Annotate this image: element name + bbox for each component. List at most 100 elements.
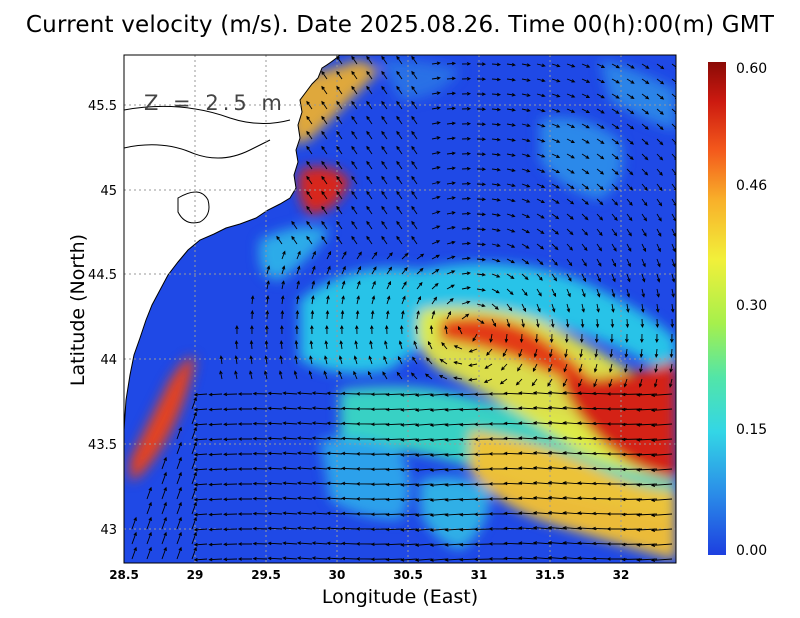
current-arrow (191, 546, 197, 560)
current-arrow (532, 363, 538, 373)
current-arrow (549, 348, 553, 358)
current-arrow (296, 265, 301, 275)
current-arrow (491, 122, 502, 127)
current-arrow (351, 190, 358, 200)
current-arrow (461, 121, 472, 126)
current-arrow (476, 197, 487, 202)
current-arrow (411, 220, 418, 230)
current-arrow (355, 452, 373, 456)
current-arrow (296, 250, 301, 260)
current-arrow (370, 542, 388, 547)
current-arrow (536, 168, 546, 173)
current-arrow (536, 183, 546, 188)
current-arrow (296, 406, 313, 410)
current-arrow (565, 318, 570, 328)
current-arrow (414, 408, 433, 412)
current-arrow (609, 348, 614, 358)
current-arrow (626, 213, 633, 222)
current-arrow (549, 333, 554, 344)
y-tick-label: 44.5 (88, 268, 117, 283)
current-arrow (431, 254, 441, 260)
current-arrow (503, 541, 523, 546)
current-arrow (323, 370, 328, 380)
colorbar-tick-label: 0.00 (736, 543, 767, 559)
current-arrow (411, 115, 418, 125)
current-arrow (161, 456, 167, 470)
current-arrow (341, 511, 358, 516)
current-arrow (381, 235, 388, 245)
current-arrow (234, 339, 239, 350)
current-arrow (193, 497, 208, 502)
current-arrow (503, 421, 523, 426)
current-arrow (414, 558, 433, 562)
current-arrow (521, 153, 531, 158)
current-arrow (566, 108, 576, 113)
current-arrow (340, 309, 345, 320)
current-arrow (654, 363, 658, 373)
current-arrow (506, 273, 515, 279)
current-arrow (341, 556, 358, 561)
current-arrow (547, 435, 568, 440)
current-arrow (641, 93, 650, 100)
current-arrow (400, 528, 418, 532)
current-arrow (267, 406, 283, 411)
current-arrow (252, 481, 268, 486)
current-arrow (532, 451, 553, 455)
current-arrow (656, 243, 661, 253)
current-arrow (385, 497, 403, 502)
current-arrow (356, 280, 361, 290)
current-arrow (446, 151, 456, 156)
current-arrow (366, 70, 373, 80)
current-arrow (654, 348, 659, 359)
current-arrow (547, 465, 568, 470)
current-arrow (385, 407, 403, 412)
x-tick-label: 32 (613, 568, 630, 582)
current-arrow (650, 483, 673, 488)
current-arrow (476, 288, 486, 292)
current-arrow (429, 483, 448, 487)
current-arrow (444, 325, 448, 335)
current-arrow (581, 108, 591, 114)
current-arrow (625, 318, 630, 329)
current-arrow (326, 541, 343, 546)
current-arrow (656, 213, 662, 222)
current-arrow (416, 281, 423, 290)
current-arrow (566, 228, 574, 236)
current-arrow (596, 108, 605, 114)
current-arrow (282, 451, 298, 455)
current-arrow (351, 160, 358, 170)
current-arrow (321, 205, 328, 215)
current-arrow (278, 370, 283, 380)
current-arrow (626, 288, 631, 298)
current-arrow (237, 467, 252, 471)
current-arrow (336, 115, 343, 125)
current-arrow (368, 355, 373, 365)
current-arrow (446, 255, 456, 260)
current-arrow (444, 498, 463, 502)
current-arrow (439, 358, 448, 365)
current-arrow (326, 265, 331, 275)
current-arrow (208, 407, 223, 412)
current-arrow (468, 363, 478, 367)
border-line-2 (124, 105, 291, 124)
current-arrow (461, 300, 471, 305)
current-arrow (671, 243, 676, 253)
current-arrow (370, 527, 388, 532)
current-arrow (311, 451, 328, 455)
current-arrow (223, 392, 238, 397)
current-arrow (208, 512, 223, 517)
current-arrow (536, 63, 546, 68)
current-arrow (611, 183, 619, 191)
current-arrow (595, 318, 600, 329)
current-arrow (191, 471, 197, 485)
current-arrow (336, 85, 343, 95)
current-arrow (491, 258, 501, 263)
current-arrow (370, 497, 388, 502)
current-arrow (459, 512, 478, 517)
current-arrow (351, 235, 358, 245)
current-arrow (296, 541, 313, 545)
current-arrow (321, 100, 328, 110)
current-arrow (491, 77, 502, 82)
current-arrow (431, 310, 436, 320)
current-arrow (324, 340, 329, 350)
